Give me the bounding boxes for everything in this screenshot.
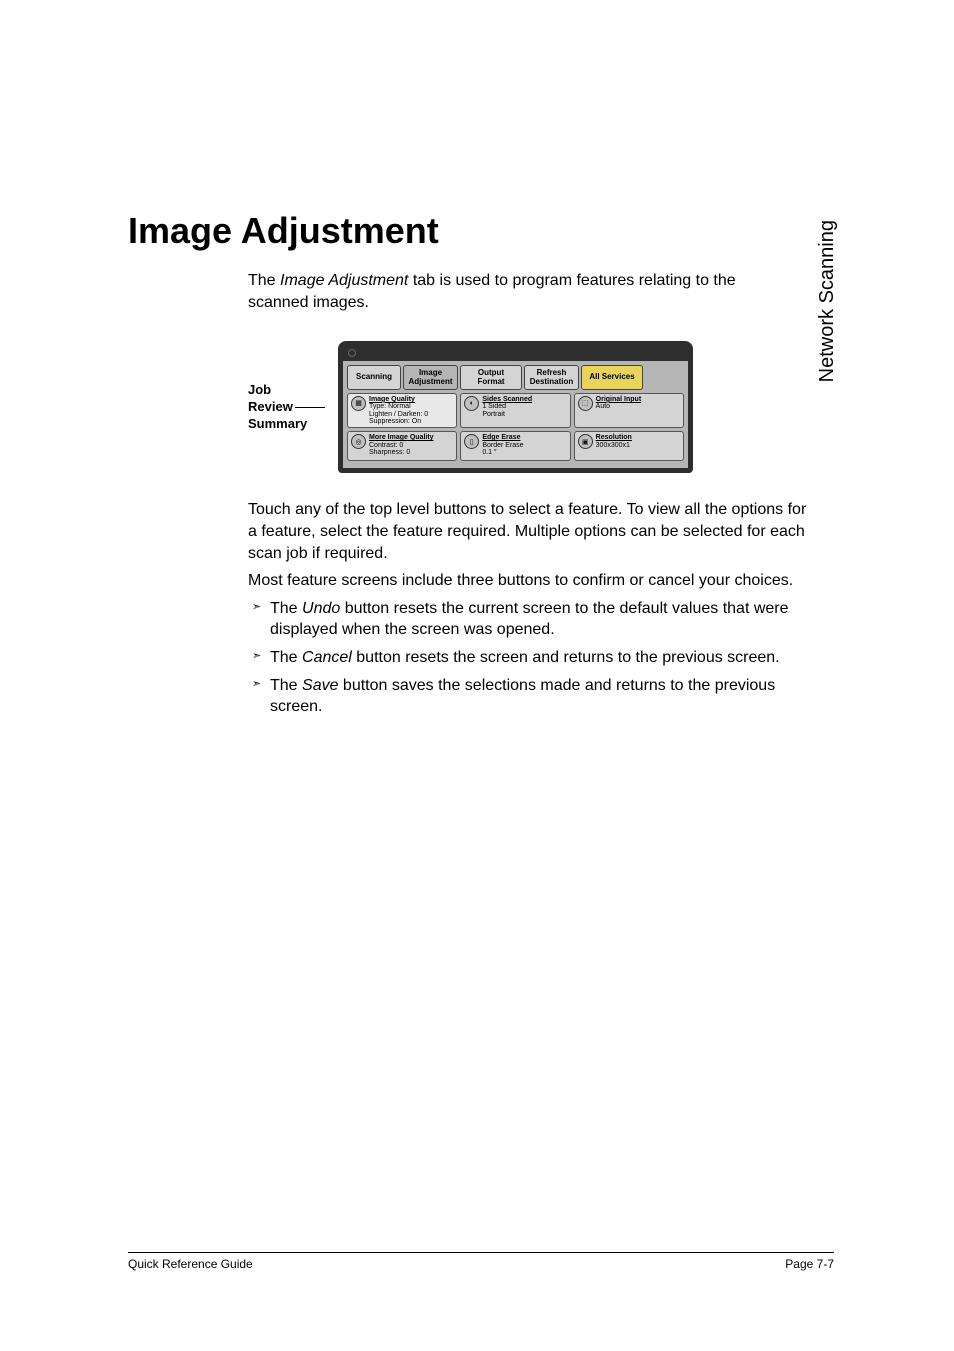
- feature-sides-scanned-l2: Portrait: [482, 411, 532, 418]
- tab-image-adjustment-label: Image Adjustment: [408, 369, 453, 386]
- tab-all-services[interactable]: All Services: [581, 365, 643, 390]
- bullet-save-post: button saves the selections made and ret…: [270, 677, 775, 716]
- bullet-cancel-post: button resets the screen and returns to …: [352, 649, 780, 666]
- figure-callout-label: Job Review Summary: [248, 382, 338, 433]
- feature-original-input-title: Original Input: [596, 396, 642, 403]
- feature-resolution[interactable]: ▣ Resolution 300x300x1: [574, 431, 684, 461]
- feature-more-iq-l2: Sharpness: 0: [369, 449, 434, 456]
- feature-more-iq-text: More Image Quality Contrast: 0 Sharpness…: [369, 434, 434, 456]
- feature-resolution-title: Resolution: [596, 434, 632, 441]
- tab-image-adjustment[interactable]: Image Adjustment: [403, 365, 458, 390]
- bullet-save-pre: The: [270, 677, 302, 694]
- feature-edge-erase[interactable]: ▯ Edge Erase Border Erase 0.1 ″: [460, 431, 570, 461]
- feature-more-iq-l1: Contrast: 0: [369, 442, 434, 449]
- feature-sides-scanned-l1: 1 Sided: [482, 403, 532, 410]
- leader-line: [295, 407, 325, 408]
- feature-image-quality-title: Image Quality: [369, 396, 428, 403]
- sides-scanned-icon: ◐: [464, 396, 479, 411]
- bullet-cancel-pre: The: [270, 649, 302, 666]
- feature-sides-scanned-text: Sides Scanned 1 Sided Portrait: [482, 396, 532, 418]
- intro-text-em: Image Adjustment: [280, 272, 408, 289]
- feature-image-quality-l1: Type: Normal: [369, 403, 428, 410]
- intro-paragraph: The Image Adjustment tab is used to prog…: [248, 270, 788, 313]
- feature-image-quality-l3: Suppression: On: [369, 418, 428, 425]
- resolution-icon: ▣: [578, 434, 593, 449]
- feature-sides-scanned[interactable]: ◐ Sides Scanned 1 Sided Portrait: [460, 393, 570, 428]
- more-iq-icon: ◎: [351, 434, 366, 449]
- tab-scanning-label: Scanning: [356, 373, 392, 381]
- paragraph-3: Most feature screens include three butto…: [248, 570, 818, 592]
- edge-erase-icon: ▯: [464, 434, 479, 449]
- tab-refresh-destination[interactable]: Refresh Destination: [524, 365, 579, 390]
- tabs-row: Scanning Image Adjustment Output Format …: [347, 365, 684, 390]
- paragraph-2: Touch any of the top level buttons to se…: [248, 499, 818, 564]
- bullet-list: The Undo button resets the current scree…: [248, 598, 818, 718]
- tab-output-format[interactable]: Output Format: [460, 365, 522, 390]
- feature-edge-erase-title: Edge Erase: [482, 434, 523, 441]
- feature-original-input-text: Original Input Auto: [596, 396, 642, 411]
- bullet-cancel-em: Cancel: [302, 649, 352, 666]
- side-section-label: Network Scanning: [816, 220, 839, 382]
- feature-resolution-l1: 300x300x1: [596, 442, 632, 449]
- feature-edge-erase-l2: 0.1 ″: [482, 449, 523, 456]
- feature-more-iq-title: More Image Quality: [369, 434, 434, 441]
- figure-label-line1: Job: [248, 382, 271, 397]
- page-footer: Quick Reference Guide Page 7-7: [128, 1252, 834, 1271]
- feature-image-quality-text: Image Quality Type: Normal Lighten / Dar…: [369, 396, 428, 425]
- feature-row-1: ▦ Image Quality Type: Normal Lighten / D…: [347, 393, 684, 428]
- tab-output-format-label: Output Format: [465, 369, 517, 386]
- bullet-undo-em: Undo: [302, 600, 340, 617]
- feature-edge-erase-l1: Border Erase: [482, 442, 523, 449]
- figure-row: Job Review Summary Scanning Image Adjust…: [248, 341, 834, 473]
- touchscreen-content: Scanning Image Adjustment Output Format …: [343, 361, 688, 468]
- intro-text-pre: The: [248, 272, 280, 289]
- feature-image-quality[interactable]: ▦ Image Quality Type: Normal Lighten / D…: [347, 393, 457, 428]
- feature-original-input-l1: Auto: [596, 403, 642, 410]
- footer-left: Quick Reference Guide: [128, 1257, 253, 1271]
- tab-all-services-label: All Services: [589, 373, 634, 381]
- bullet-undo-post: button resets the current screen to the …: [270, 600, 789, 639]
- feature-edge-erase-text: Edge Erase Border Erase 0.1 ″: [482, 434, 523, 456]
- bullet-save-em: Save: [302, 677, 338, 694]
- device-touchscreen: Scanning Image Adjustment Output Format …: [338, 341, 693, 473]
- page-title: Image Adjustment: [128, 210, 834, 252]
- figure-label-line3: Summary: [248, 416, 307, 431]
- bullet-undo-pre: The: [270, 600, 302, 617]
- bullet-save: The Save button saves the selections mad…: [248, 675, 818, 718]
- tab-scanning[interactable]: Scanning: [347, 365, 401, 390]
- feature-original-input[interactable]: ⬚ Original Input Auto: [574, 393, 684, 428]
- feature-image-quality-l2: Lighten / Darken: 0: [369, 411, 428, 418]
- feature-row-2: ◎ More Image Quality Contrast: 0 Sharpne…: [347, 431, 684, 461]
- tab-refresh-destination-label: Refresh Destination: [529, 369, 574, 386]
- image-quality-icon: ▦: [351, 396, 366, 411]
- bullet-undo: The Undo button resets the current scree…: [248, 598, 818, 641]
- feature-resolution-text: Resolution 300x300x1: [596, 434, 632, 449]
- bullet-cancel: The Cancel button resets the screen and …: [248, 647, 818, 669]
- page: Network Scanning Image Adjustment The Im…: [0, 0, 954, 718]
- feature-more-image-quality[interactable]: ◎ More Image Quality Contrast: 0 Sharpne…: [347, 431, 457, 461]
- feature-sides-scanned-title: Sides Scanned: [482, 396, 532, 403]
- footer-right: Page 7-7: [785, 1257, 834, 1271]
- original-input-icon: ⬚: [578, 396, 593, 411]
- figure-label-line2: Review: [248, 399, 293, 414]
